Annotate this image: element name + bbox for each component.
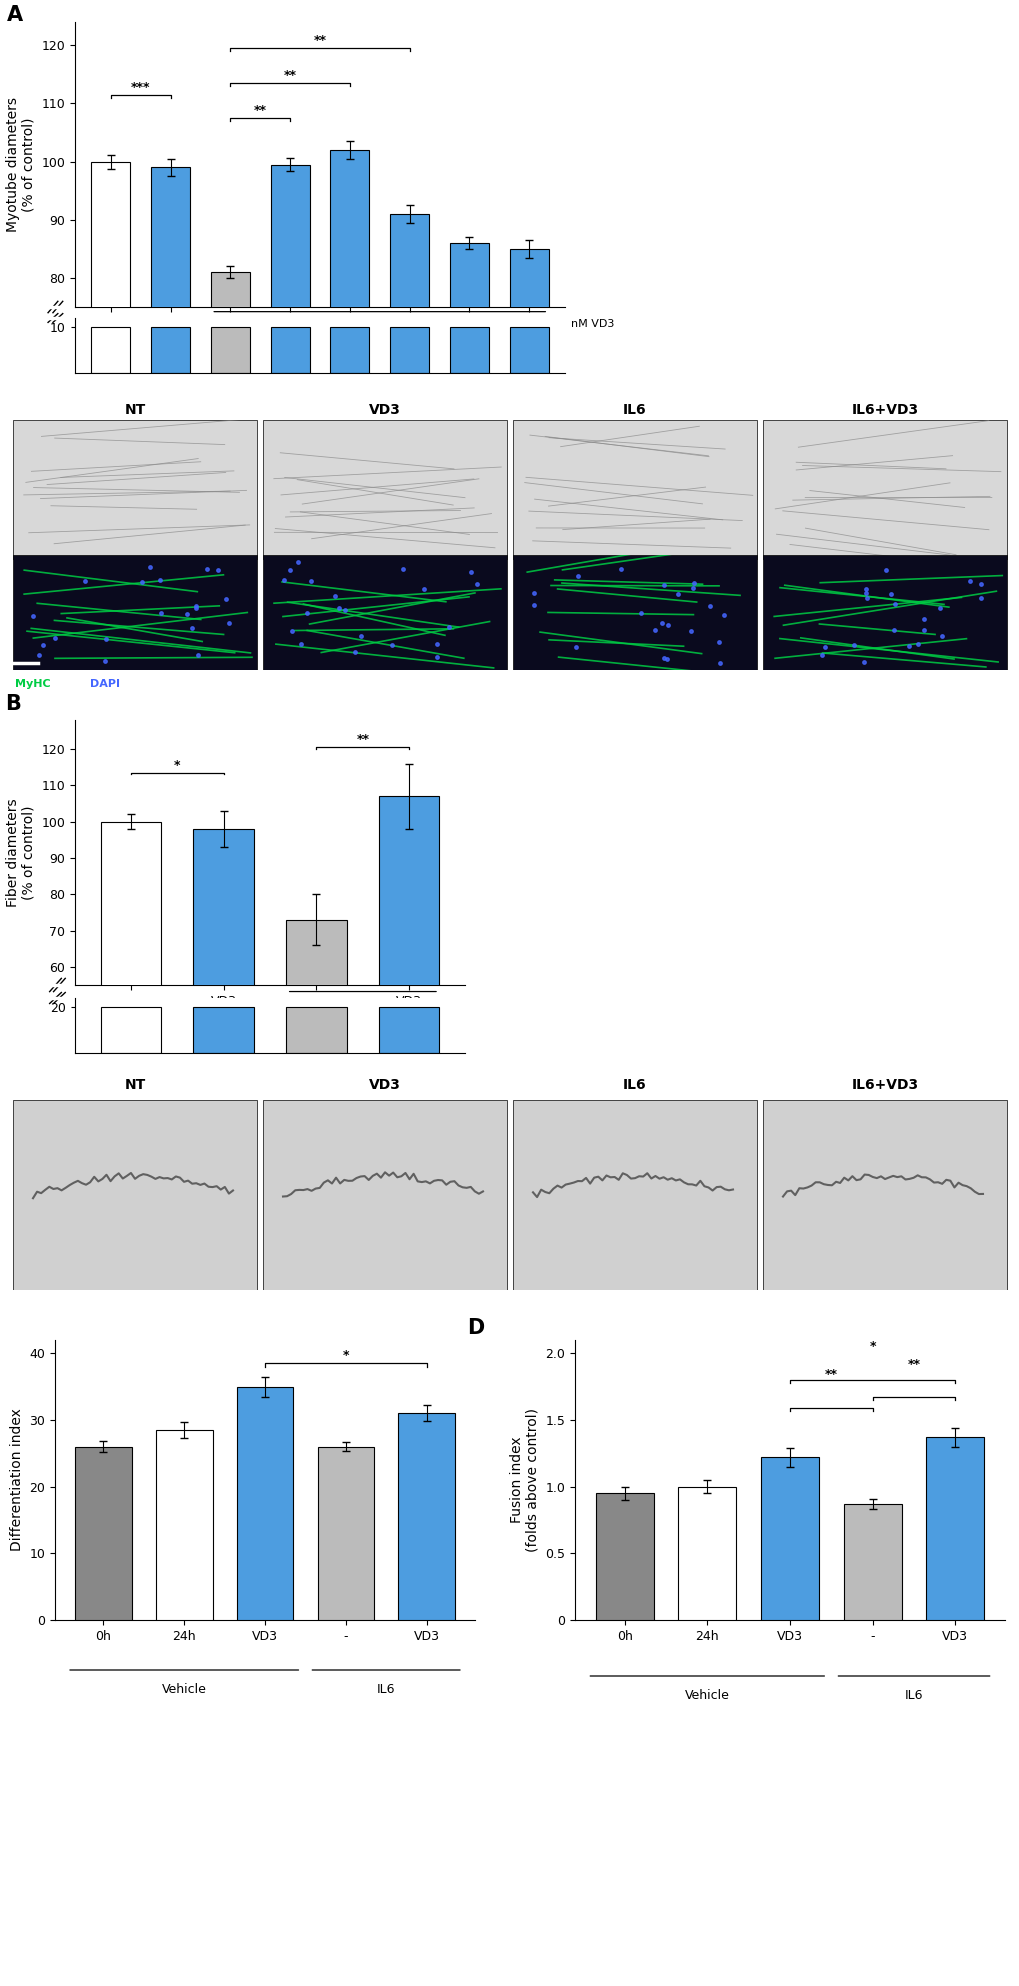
Bar — [151, 167, 190, 743]
Y-axis label: Myotube diameters
(% of control): Myotube diameters (% of control) — [6, 97, 36, 232]
Bar — [236, 1386, 293, 1621]
Bar — [211, 328, 250, 373]
Text: ***: *** — [130, 81, 151, 93]
Bar — [317, 1446, 374, 1621]
Bar — [330, 328, 369, 373]
Text: Vehicle: Vehicle — [684, 1690, 729, 1702]
Bar — [330, 151, 369, 743]
Text: *: * — [342, 1348, 348, 1362]
Bar — [270, 328, 309, 373]
Bar — [449, 328, 488, 373]
Bar — [211, 272, 250, 743]
Text: IL6: IL6 — [904, 1690, 922, 1702]
Text: **: ** — [356, 733, 369, 747]
Text: DAPI: DAPI — [90, 679, 120, 689]
Bar — [510, 328, 548, 373]
Bar — [595, 1493, 653, 1621]
Text: NT: NT — [124, 403, 146, 417]
Bar — [75, 1446, 131, 1621]
Bar — [390, 214, 429, 743]
Text: **: ** — [907, 1358, 919, 1370]
Bar — [379, 796, 439, 1186]
Bar — [270, 165, 309, 743]
Text: B: B — [5, 693, 20, 713]
Text: D: D — [467, 1317, 484, 1339]
Bar — [678, 1488, 736, 1621]
Bar — [194, 828, 254, 1186]
Bar — [194, 1007, 254, 1053]
Bar — [156, 1430, 212, 1621]
Bar — [92, 161, 130, 743]
Bar — [151, 328, 190, 373]
Bar — [760, 1458, 818, 1621]
Text: NT: NT — [124, 1078, 146, 1092]
Text: IL6: IL6 — [623, 403, 646, 417]
Text: **: ** — [313, 34, 326, 48]
Text: IL6: IL6 — [377, 1684, 395, 1696]
Text: IL6: IL6 — [353, 997, 373, 1011]
Bar — [510, 248, 548, 743]
Bar — [397, 1414, 454, 1621]
Text: IL6: IL6 — [623, 1078, 646, 1092]
Text: A: A — [6, 4, 22, 26]
Text: nM VD3: nM VD3 — [571, 318, 613, 328]
Y-axis label: Differentiation index: Differentiation index — [10, 1408, 23, 1551]
Text: *: * — [173, 759, 180, 773]
Bar — [101, 1007, 161, 1053]
Bar — [449, 242, 488, 743]
Text: Vehicle: Vehicle — [162, 1684, 207, 1696]
Text: **: ** — [824, 1368, 837, 1382]
Y-axis label: Fusion index
(folds above control): Fusion index (folds above control) — [510, 1408, 539, 1551]
Text: **: ** — [254, 103, 267, 117]
Bar — [843, 1503, 901, 1621]
Bar — [101, 822, 161, 1186]
Text: IL6+VD3: IL6+VD3 — [851, 403, 918, 417]
Bar — [390, 328, 429, 373]
Text: IL6: IL6 — [369, 318, 389, 332]
Text: *: * — [868, 1341, 875, 1352]
Bar — [925, 1438, 983, 1621]
Bar — [286, 1007, 346, 1053]
Bar — [92, 328, 130, 373]
Text: IL6+VD3: IL6+VD3 — [851, 1078, 918, 1092]
Text: **: ** — [283, 70, 297, 81]
Text: VD3: VD3 — [369, 403, 400, 417]
Bar — [286, 920, 346, 1186]
Text: MyHC: MyHC — [15, 679, 51, 689]
Bar — [379, 1007, 439, 1053]
Text: VD3: VD3 — [369, 1078, 400, 1092]
Y-axis label: Fiber diameters
(% of control): Fiber diameters (% of control) — [6, 798, 36, 908]
